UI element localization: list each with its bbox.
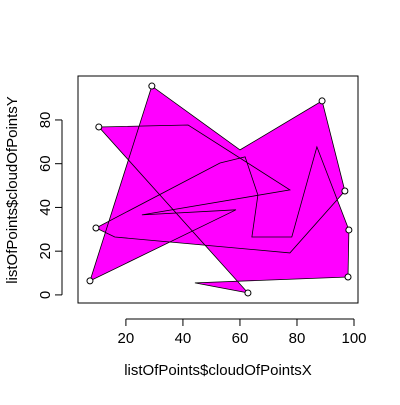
point — [345, 226, 353, 234]
y-tick-label: 80 — [37, 112, 54, 129]
plot-box — [77, 75, 359, 304]
point — [318, 97, 326, 105]
point — [86, 277, 94, 285]
y-tick-label: 40 — [37, 199, 54, 216]
point — [148, 82, 156, 90]
y-tick-label: 20 — [37, 243, 54, 260]
x-tick-label: 60 — [232, 330, 249, 347]
y-axis-label: listOfPoints$cloudOfPointsY — [4, 96, 21, 284]
polygon — [89, 85, 350, 294]
x-tick-label: 40 — [175, 330, 192, 347]
y-tick-label: 60 — [37, 155, 54, 172]
point — [92, 224, 100, 232]
x-tick-label: 20 — [118, 330, 135, 347]
x-tick-label: 80 — [289, 330, 306, 347]
point — [95, 123, 103, 131]
point — [341, 187, 349, 195]
point — [344, 273, 352, 281]
y-tick-label: 0 — [37, 291, 54, 299]
point — [244, 289, 252, 297]
x-axis-label: listOfPoints$cloudOfPointsX — [124, 362, 312, 379]
x-tick-label: 100 — [341, 330, 366, 347]
